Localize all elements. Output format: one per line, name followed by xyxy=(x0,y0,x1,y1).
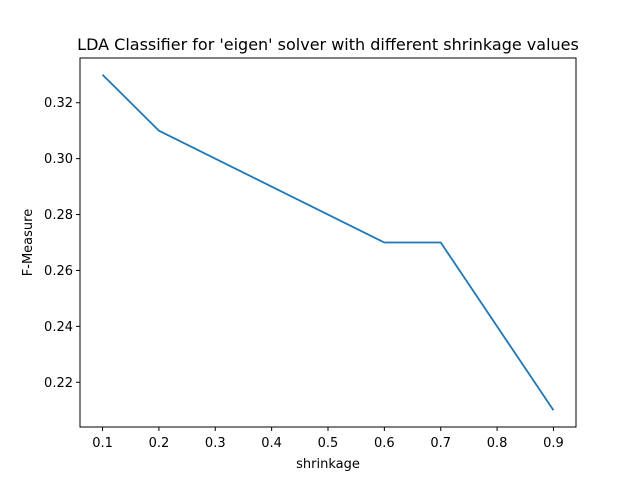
x-tick-label: 0.4 xyxy=(261,436,282,451)
y-tick-label: 0.28 xyxy=(44,208,73,223)
x-tick-label: 0.5 xyxy=(318,436,339,451)
y-axis-label: F-Measure xyxy=(21,209,36,276)
series-layer xyxy=(101,74,555,411)
y-tick-label: 0.32 xyxy=(44,96,73,111)
data-point xyxy=(440,241,442,243)
data-point xyxy=(383,241,385,243)
x-tick-label: 0.8 xyxy=(487,436,508,451)
y-tick-label: 0.26 xyxy=(44,264,73,279)
x-tick-label: 0.3 xyxy=(205,436,226,451)
series-line xyxy=(101,74,555,411)
y-axis-ticks: 0.22 0.24 0.26 0.28 0.30 0.32 xyxy=(44,96,80,391)
x-axis-ticks: 0.1 0.2 0.3 0.4 0.5 0.6 0.7 0.8 0.9 xyxy=(92,427,564,451)
x-tick-label: 0.9 xyxy=(543,436,564,451)
y-tick-label: 0.22 xyxy=(44,376,73,391)
y-tick-label: 0.24 xyxy=(44,320,73,335)
chart-title: LDA Classifier for 'eigen' solver with d… xyxy=(77,35,579,54)
x-axis-label: shrinkage xyxy=(296,457,360,472)
x-tick-label: 0.6 xyxy=(374,436,395,451)
x-tick-label: 0.7 xyxy=(430,436,451,451)
plot-area xyxy=(79,57,577,428)
x-tick-label: 0.2 xyxy=(149,436,170,451)
y-tick-label: 0.30 xyxy=(44,152,73,167)
data-point xyxy=(158,129,160,131)
data-point xyxy=(552,409,554,411)
data-point xyxy=(101,74,103,76)
x-tick-label: 0.1 xyxy=(92,436,113,451)
